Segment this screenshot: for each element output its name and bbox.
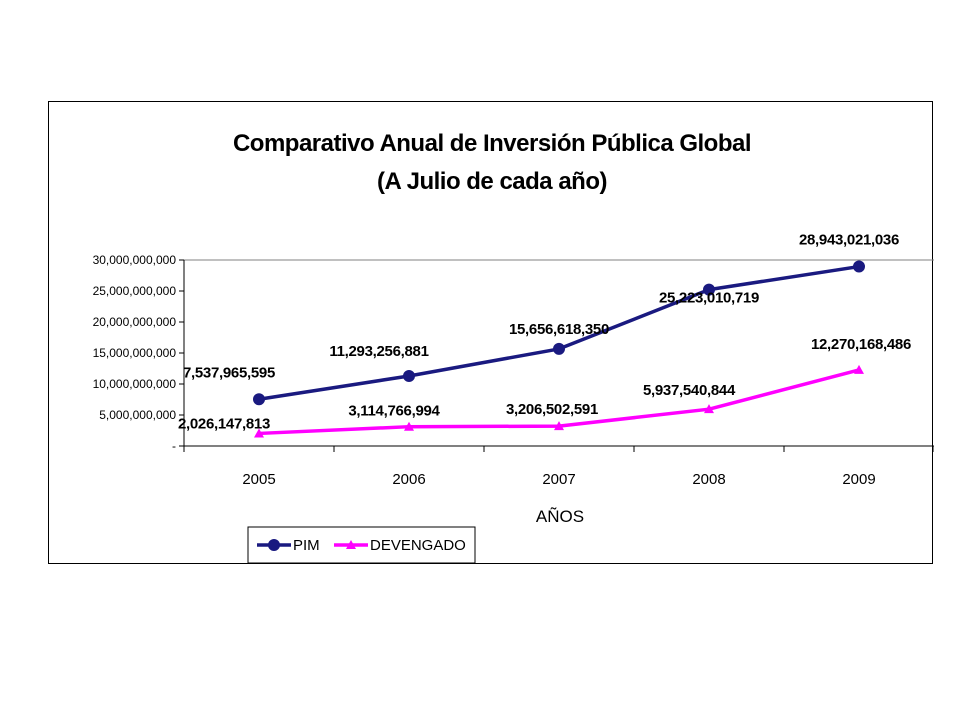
data-label-devengado: 5,937,540,844 [643, 382, 736, 399]
data-label-pim: 25,223,010,719 [659, 290, 759, 307]
legend-label-devengado: DEVENGADO [370, 537, 466, 554]
y-tick-label: 25,000,000,000 [93, 284, 177, 298]
y-tick-label: 15,000,000,000 [93, 346, 177, 360]
data-point-pim [853, 260, 865, 273]
x-tick-label: 2007 [542, 471, 575, 488]
data-label-devengado: 2,026,147,813 [178, 415, 270, 432]
data-point-pim [403, 369, 415, 382]
data-label-pim: 28,943,021,036 [799, 232, 899, 249]
x-tick-label: 2006 [392, 471, 425, 488]
x-tick-label: 2008 [692, 471, 725, 488]
y-tick-label: 30,000,000,000 [93, 253, 177, 267]
legend-label-pim: PIM [293, 537, 320, 554]
series-layer [253, 260, 865, 438]
legend: PIM DEVENGADO [247, 526, 476, 564]
y-tick-label: 20,000,000,000 [93, 315, 177, 329]
data-point-devengado [854, 364, 864, 374]
data-point-legend-devengado [346, 540, 356, 549]
data-point-pim [553, 342, 565, 355]
data-point-devengado [554, 421, 564, 431]
chart-title-line1: Comparativo Anual de Inversión Pública G… [233, 130, 751, 157]
data-label-pim: 11,293,256,881 [329, 343, 428, 360]
data-point-pim [253, 393, 265, 406]
data-point-devengado [704, 404, 714, 414]
y-tick-label: 10,000,000,000 [93, 377, 177, 391]
data-label-pim: 7,537,965,595 [183, 364, 275, 381]
data-labels: 7,537,965,595 11,293,256,881 15,656,618,35… [178, 232, 911, 433]
chart-frame: Comparativo Anual de Inversión Pública G… [48, 101, 934, 564]
data-point-devengado [254, 428, 264, 438]
data-label-devengado: 3,114,766,994 [348, 403, 440, 420]
x-tick-label: 2005 [242, 471, 275, 488]
data-point-devengado [404, 421, 414, 431]
data-point-legend-pim [268, 539, 280, 551]
data-label-pim: 15,656,618,350 [509, 321, 609, 338]
y-tick-label: 5,000,000,000 [99, 408, 176, 422]
data-label-devengado: 12,270,168,486 [811, 336, 911, 353]
chart-title-line2: (A Julio de cada año) [377, 168, 607, 195]
data-point-pim [703, 283, 715, 296]
y-tick-label: - [172, 439, 176, 453]
axes: - 5,000,000,000 10,000,000,000 15,000,000,0… [93, 253, 934, 488]
line-chart: Comparativo Anual de Inversión Pública G… [93, 130, 934, 564]
x-tick-label: 2009 [842, 471, 875, 488]
x-axis-title: AÑOS [536, 507, 584, 526]
data-label-devengado: 3,206,502,591 [506, 401, 598, 418]
